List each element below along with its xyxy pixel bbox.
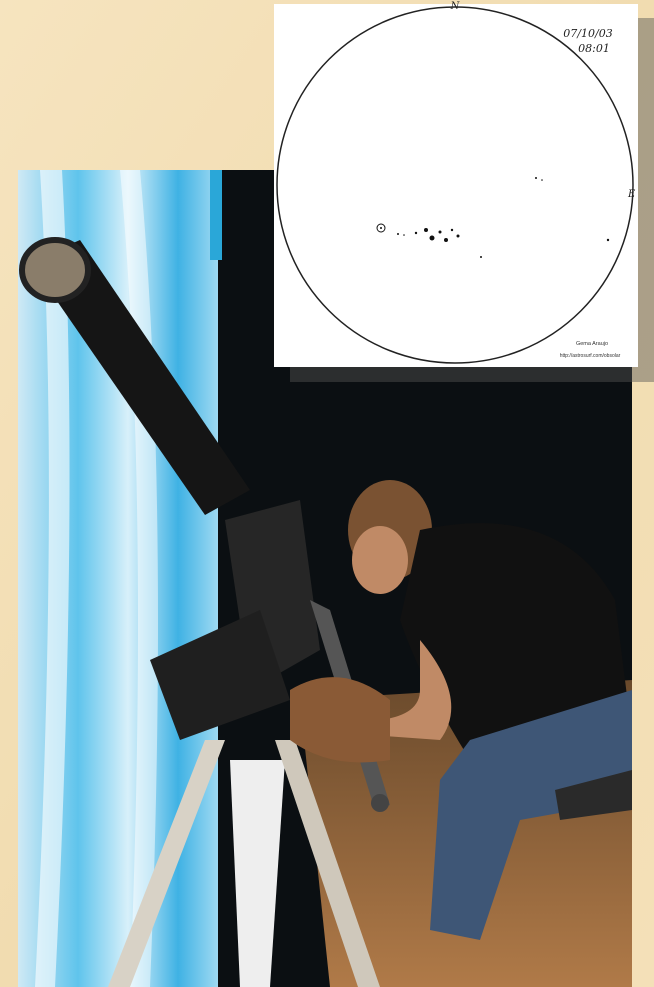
sunspot bbox=[380, 227, 382, 229]
sunspot bbox=[607, 239, 609, 241]
url: http://astrosurf.com/obsolar bbox=[560, 353, 621, 359]
sunspot bbox=[439, 231, 442, 234]
card bbox=[274, 4, 638, 367]
scene: N E 07/10/03 08:01 Gema Araujo http://as… bbox=[0, 0, 654, 987]
sunspot bbox=[444, 238, 448, 242]
sunspot bbox=[451, 229, 453, 231]
curtain-edge bbox=[210, 170, 222, 260]
face bbox=[352, 526, 408, 594]
sunspot bbox=[415, 232, 417, 234]
sunspot bbox=[403, 234, 405, 236]
page: N E 07/10/03 08:01 Gema Araujo http://as… bbox=[0, 0, 654, 987]
sunspot bbox=[535, 177, 537, 179]
author: Gema Araujo bbox=[576, 341, 608, 347]
date: 07/10/03 bbox=[563, 27, 612, 40]
sunspot bbox=[480, 256, 482, 258]
time: 08:01 bbox=[578, 42, 610, 55]
sunspot bbox=[424, 228, 428, 232]
counterweight bbox=[371, 794, 389, 812]
north-label: N bbox=[450, 1, 461, 12]
sunspot bbox=[397, 233, 399, 235]
east-label: E bbox=[627, 189, 636, 200]
sunspot bbox=[541, 179, 543, 181]
sunspot bbox=[430, 236, 435, 241]
lens-cap bbox=[22, 240, 88, 300]
sunspot-drawing: N E 07/10/03 08:01 Gema Araujo http://as… bbox=[274, 1, 654, 382]
sunspot bbox=[457, 235, 460, 238]
